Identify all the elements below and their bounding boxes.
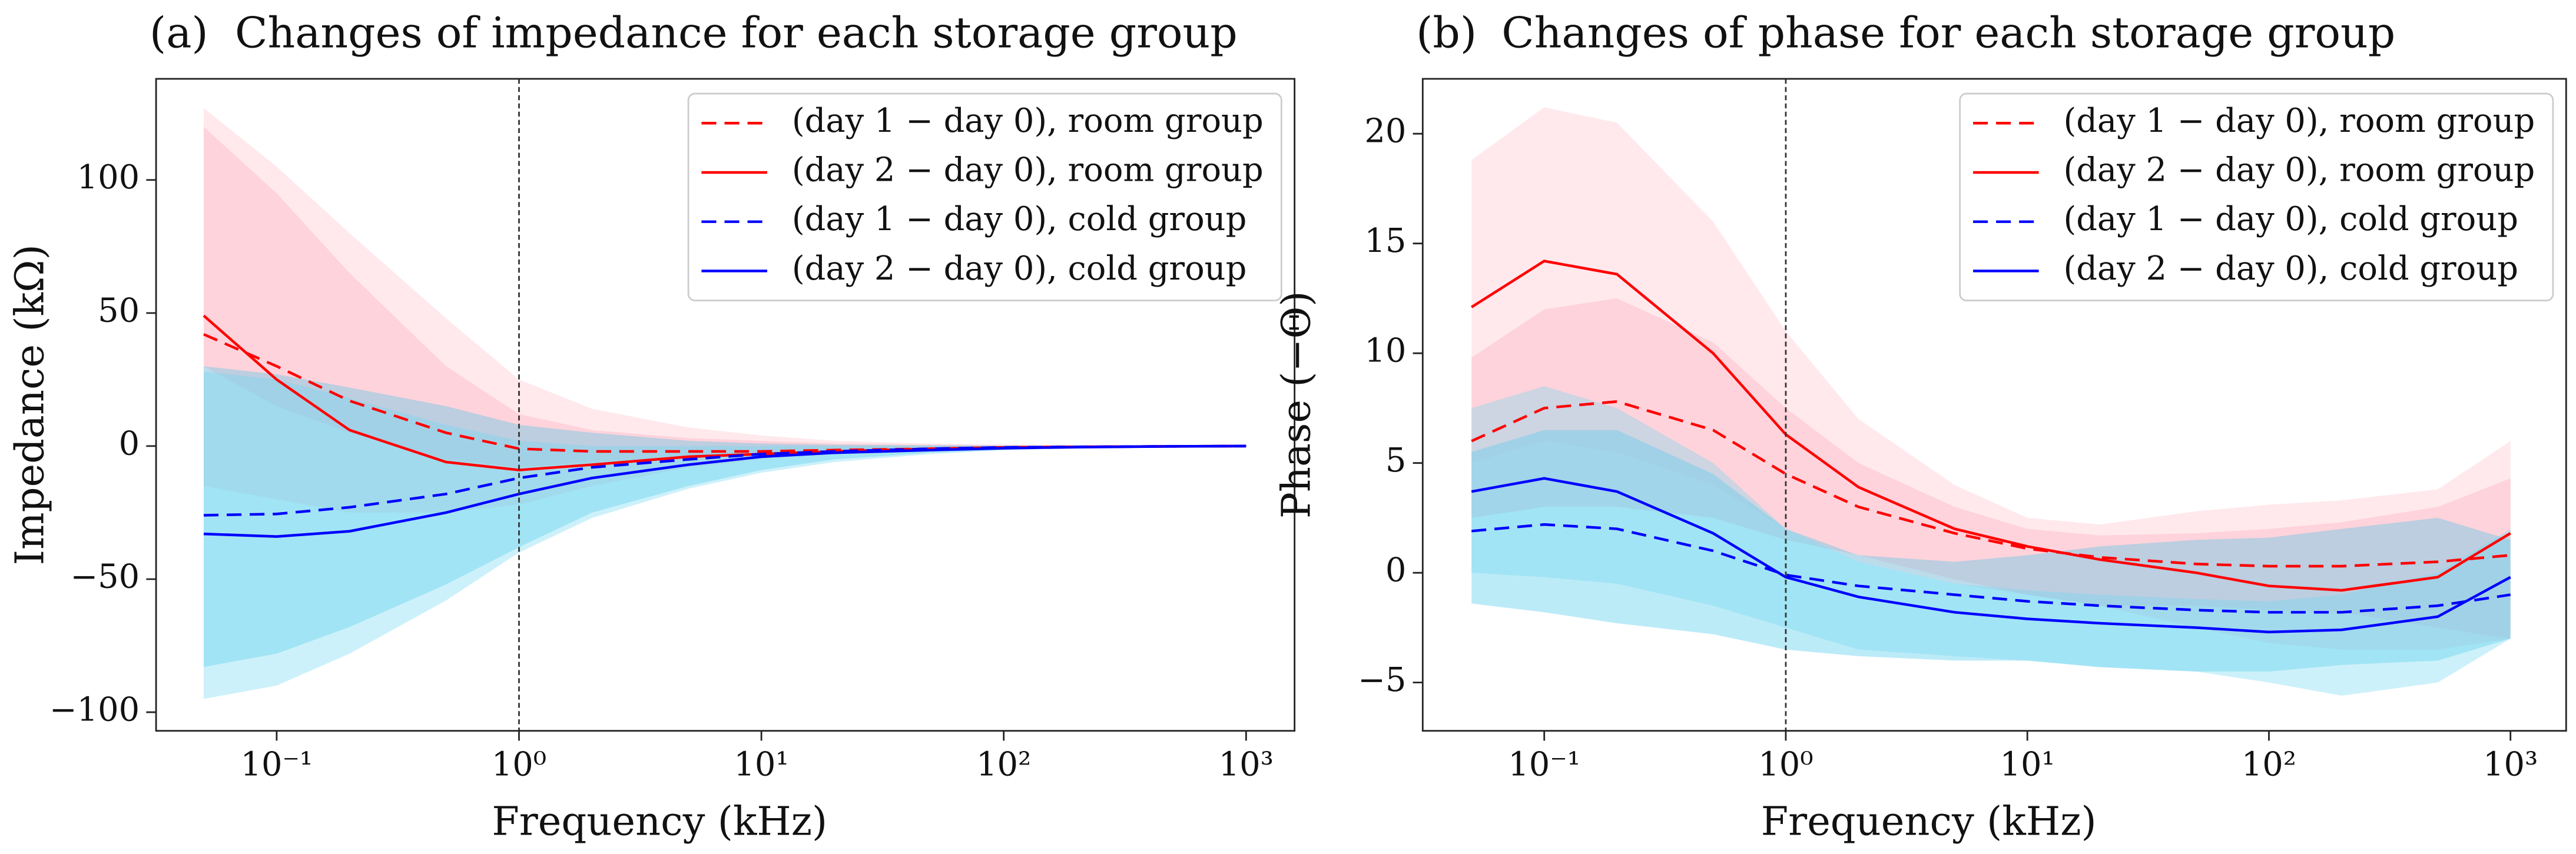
error-band [1471, 386, 2511, 696]
y-axis-label: Phase (−Θ) [1274, 291, 1320, 519]
error-band [1471, 298, 2511, 639]
error-band [203, 108, 1246, 513]
legend-label: (day 2 − day 0), cold group [792, 250, 1246, 288]
legend-box [687, 92, 1282, 302]
panel-label: (a) [150, 8, 208, 58]
y-tick-label: −100 [49, 691, 140, 729]
chart-title: Changes of phase for each storage group [1501, 8, 2395, 58]
y-tick-label: 0 [119, 424, 140, 463]
error-band [203, 366, 1246, 667]
chart-title: Changes of impedance for each storage gr… [235, 8, 1238, 58]
data-line [1470, 260, 2511, 592]
x-tick-label: 10³ [1219, 746, 1274, 784]
legend-label: (day 1 − day 0), room group [792, 102, 1264, 140]
plot-area [203, 108, 1246, 699]
data-line [1471, 523, 2511, 614]
x-tick-label: 10¹ [734, 746, 788, 784]
y-axis-label: Impedance (kΩ) [6, 244, 52, 565]
y-tick-label: 0 [1385, 551, 1406, 590]
x-tick-label: 10² [2242, 746, 2296, 784]
y-tick-label: 15 [1364, 222, 1406, 260]
y-tick-label: 50 [98, 291, 140, 330]
plot-area [1470, 107, 2511, 696]
y-tick-label: 10 [1364, 332, 1406, 370]
x-tick-label: 10⁻¹ [240, 746, 313, 784]
panel-label: (b) [1416, 8, 1477, 58]
y-tick-label: −5 [1358, 661, 1406, 699]
x-tick-label: 10⁻¹ [1508, 746, 1580, 784]
x-tick-label: 10² [976, 746, 1031, 784]
legend-label: (day 2 − day 0), room group [792, 151, 1264, 189]
error-band [203, 127, 1246, 468]
x-tick-label: 10⁰ [1758, 746, 1813, 784]
error-band [1471, 107, 2511, 650]
y-tick-label: 5 [1385, 441, 1406, 480]
legend-label: (day 2 − day 0), room group [2063, 151, 2535, 189]
legend-box [1959, 92, 2554, 302]
axes-frame [1421, 78, 2567, 732]
x-tick-label: 10⁰ [492, 746, 546, 784]
axes-frame [155, 78, 1296, 732]
legend-label: (day 1 − day 0), cold group [2063, 200, 2518, 238]
data-line [1471, 477, 2511, 634]
legend-label: (day 1 − day 0), room group [2063, 102, 2535, 140]
x-axis-label: Frequency (kHz) [1761, 798, 2097, 844]
data-line [1471, 400, 2511, 568]
x-axis-label: Frequency (kHz) [492, 798, 827, 844]
legend: (day 1 − day 0), room group (day 2 − day … [1959, 92, 2554, 302]
data-line [203, 444, 1246, 538]
error-band [203, 371, 1246, 699]
legend: (day 1 − day 0), room group (day 2 − day … [687, 92, 1282, 302]
y-tick-label: 100 [77, 158, 140, 197]
legend-label: (day 1 − day 0), cold group [792, 200, 1246, 238]
legend-label: (day 2 − day 0), cold group [2063, 250, 2518, 288]
x-tick-label: 10¹ [2000, 746, 2055, 784]
y-tick-label: −50 [70, 557, 140, 596]
x-tick-label: 10³ [2483, 746, 2538, 784]
y-tick-label: 20 [1364, 112, 1406, 151]
